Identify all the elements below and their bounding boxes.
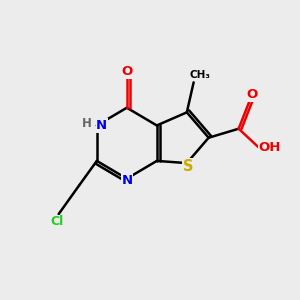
Text: OH: OH [259, 141, 281, 154]
Text: O: O [247, 88, 258, 101]
Text: S: S [183, 159, 194, 174]
Text: N: N [96, 119, 107, 132]
Text: CH₃: CH₃ [189, 70, 210, 80]
Text: O: O [121, 65, 132, 78]
Text: H: H [82, 117, 92, 130]
Text: N: N [121, 173, 132, 187]
Text: Cl: Cl [51, 215, 64, 228]
